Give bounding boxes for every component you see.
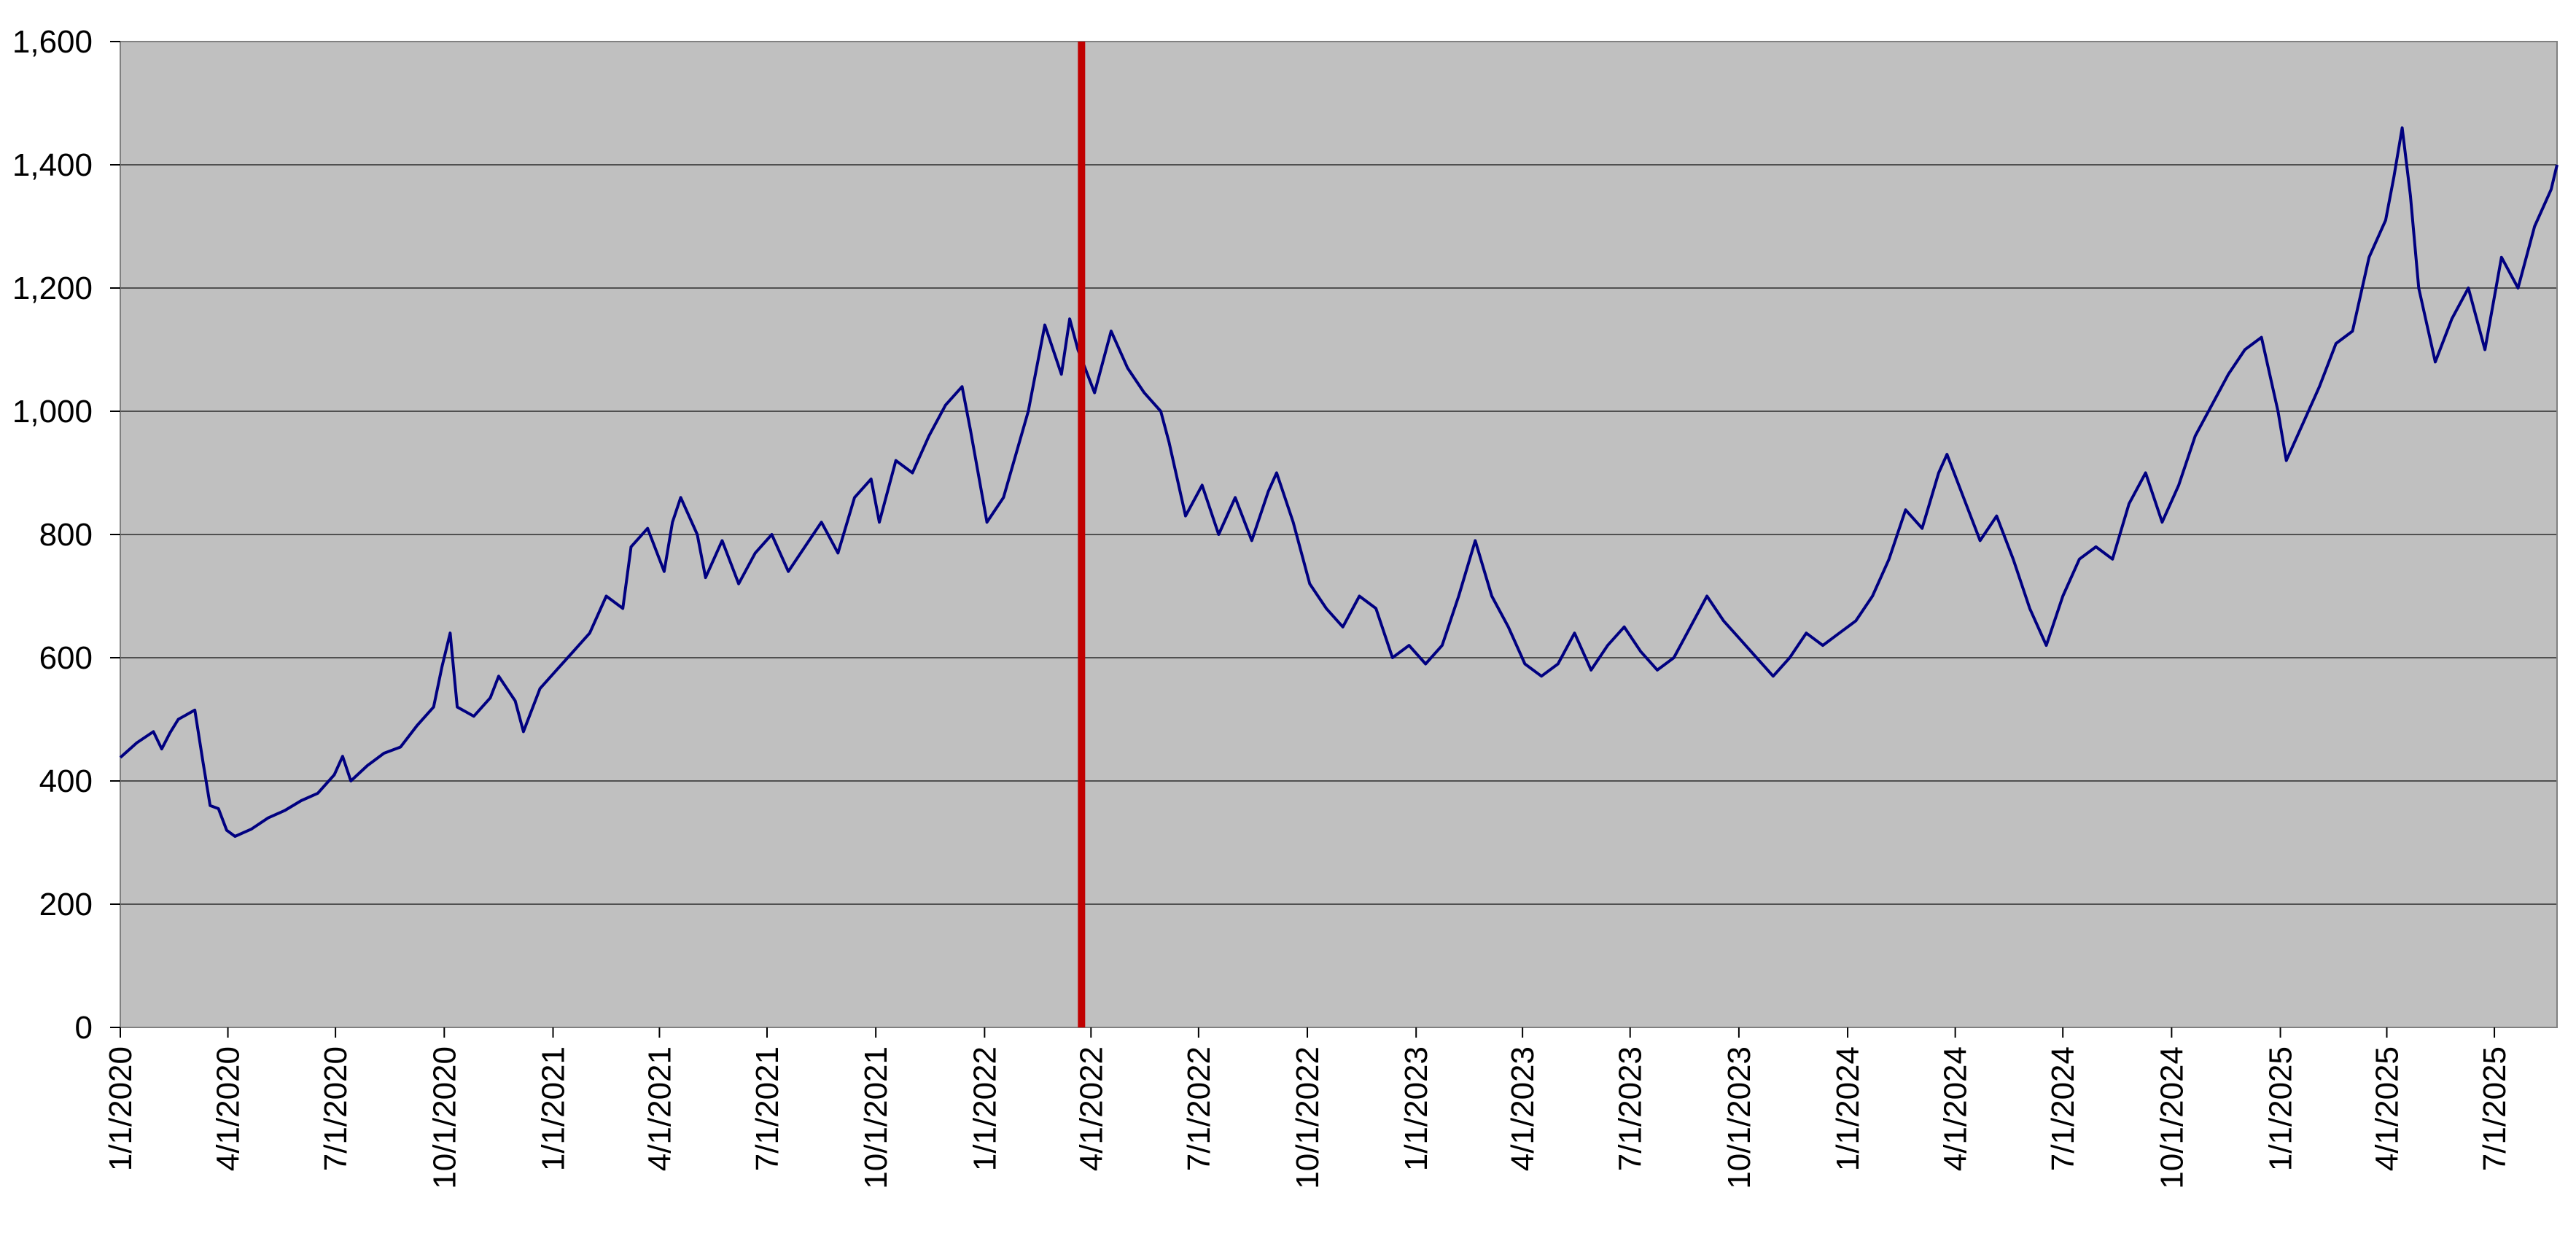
x-tick-label: 4/1/2020 [211, 1046, 246, 1171]
x-tick-label: 1/1/2022 [967, 1046, 1003, 1171]
y-tick-label: 600 [39, 640, 93, 676]
y-axis-ticks: 0 200 400 600 800 1,000 1,200 1,400 1,600 [12, 24, 120, 1046]
x-tick-label: 1/1/2021 [535, 1046, 571, 1171]
x-tick-label: 1/1/2023 [1398, 1046, 1434, 1171]
x-tick-label: 10/1/2023 [1721, 1046, 1757, 1189]
series-line [119, 126, 2559, 838]
x-tick-label: 7/1/2022 [1181, 1046, 1217, 1171]
x-tick-label: 7/1/2024 [2045, 1046, 2081, 1171]
x-tick-label: 10/1/2022 [1290, 1046, 1326, 1189]
x-tick-label: 4/1/2021 [642, 1046, 677, 1171]
x-tick-label: 4/1/2022 [1073, 1046, 1109, 1171]
x-tick-label: 7/1/2023 [1613, 1046, 1649, 1171]
x-tick-label: 4/1/2023 [1505, 1046, 1541, 1171]
x-tick-label: 4/1/2025 [2369, 1046, 2405, 1171]
x-tick-label: 10/1/2020 [427, 1046, 462, 1189]
x-tick-label: 1/1/2024 [1830, 1046, 1866, 1171]
x-tick-label: 7/1/2020 [318, 1046, 354, 1171]
x-tick-label: 1/1/2020 [103, 1046, 139, 1171]
x-tick-label: 10/1/2021 [858, 1046, 894, 1189]
y-tick-label: 1,000 [12, 394, 93, 429]
series-group [119, 126, 2559, 838]
y-tick-label: 0 [75, 1010, 93, 1046]
x-axis-ticks: 1/1/2020 4/1/2020 7/1/2020 10/1/2020 1/1/202… [103, 1027, 2513, 1189]
y-tick-label: 200 [39, 887, 93, 922]
y-tick-label: 800 [39, 517, 93, 553]
x-tick-label: 7/1/2025 [2477, 1046, 2513, 1171]
y-tick-label: 1,600 [12, 24, 93, 60]
x-tick-label: 1/1/2025 [2263, 1046, 2299, 1171]
y-tick-label: 400 [39, 763, 93, 799]
x-tick-label: 4/1/2024 [1938, 1046, 1974, 1171]
y-tick-label: 1,400 [12, 147, 93, 183]
y-tick-label: 1,200 [12, 271, 93, 306]
x-tick-label: 10/1/2024 [2154, 1046, 2190, 1189]
x-tick-label: 7/1/2021 [750, 1046, 785, 1171]
